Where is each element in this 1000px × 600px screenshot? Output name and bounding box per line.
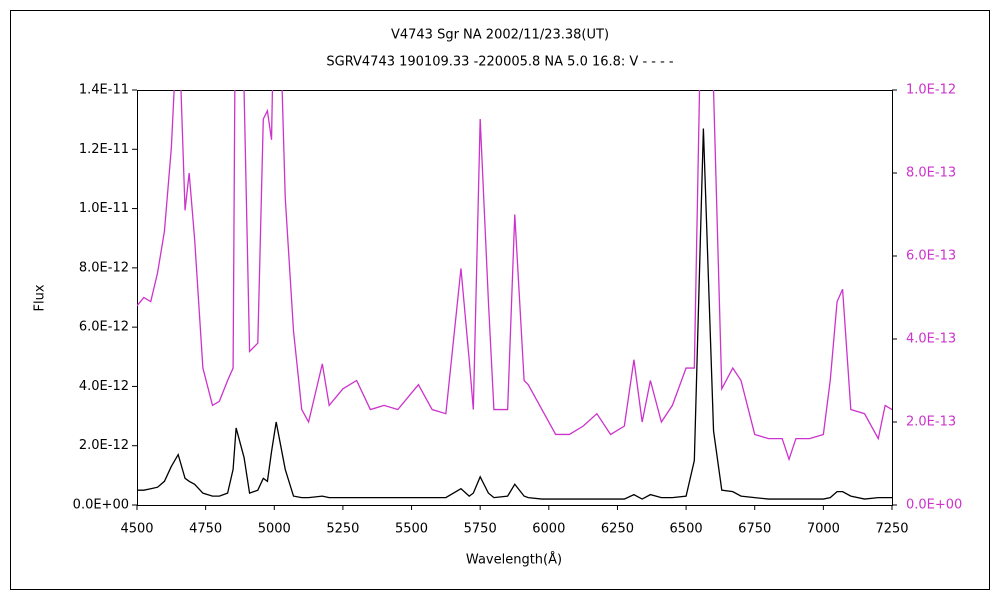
x-tick-label: 5750: [464, 522, 497, 537]
x-tick-label: 6250: [601, 522, 634, 537]
x-tick-label: 5000: [258, 522, 291, 537]
y-tick-label: 8.0E-12: [79, 260, 129, 275]
y-tick-label: 4.0E-12: [79, 379, 129, 394]
y2-tick-label: 8.0E-13: [906, 166, 956, 181]
y2-tick-label: 0.0E+00: [906, 498, 962, 513]
y2-tick-label: 4.0E-13: [906, 332, 956, 347]
y-tick-label: 2.0E-12: [79, 438, 129, 453]
x-tick-label: 6500: [670, 522, 703, 537]
y-tick-label: 1.4E-11: [79, 83, 129, 98]
x-tick-label: 6750: [738, 522, 771, 537]
x-tick-label: 4750: [189, 522, 222, 537]
x-tick-label: 6000: [532, 522, 565, 537]
data-line: [137, 128, 892, 500]
plot-area: [137, 90, 892, 500]
x-tick-label: 5500: [395, 522, 428, 537]
chart-frame: [10, 10, 990, 590]
plot-frame: [137, 90, 893, 506]
y2-tick-label: 2.0E-13: [906, 415, 956, 430]
x-tick-label: 4500: [120, 522, 153, 537]
x-tick-label: 7250: [875, 522, 908, 537]
data-line: [137, 90, 892, 462]
y-tick-label: 6.0E-12: [79, 320, 129, 335]
y-tick-label: 1.2E-11: [79, 142, 129, 157]
y-tick-label: 1.0E-11: [79, 201, 129, 216]
y-tick-label: 0.0E+00: [73, 498, 129, 513]
x-axis-label: Wavelength(Å): [466, 552, 562, 568]
x-tick-label: 7000: [807, 522, 840, 537]
chart-title: V4743 Sgr NA 2002/11/23.38(UT): [391, 28, 609, 43]
y2-tick-label: 6.0E-13: [906, 249, 956, 264]
y-axis-label: Flux: [33, 284, 48, 311]
chart-subtitle: SGRV4743 190109.33 -220005.8 NA 5.0 16.8…: [326, 55, 674, 70]
y2-tick-label: 1.0E-12: [906, 83, 956, 98]
x-tick-label: 5250: [326, 522, 359, 537]
